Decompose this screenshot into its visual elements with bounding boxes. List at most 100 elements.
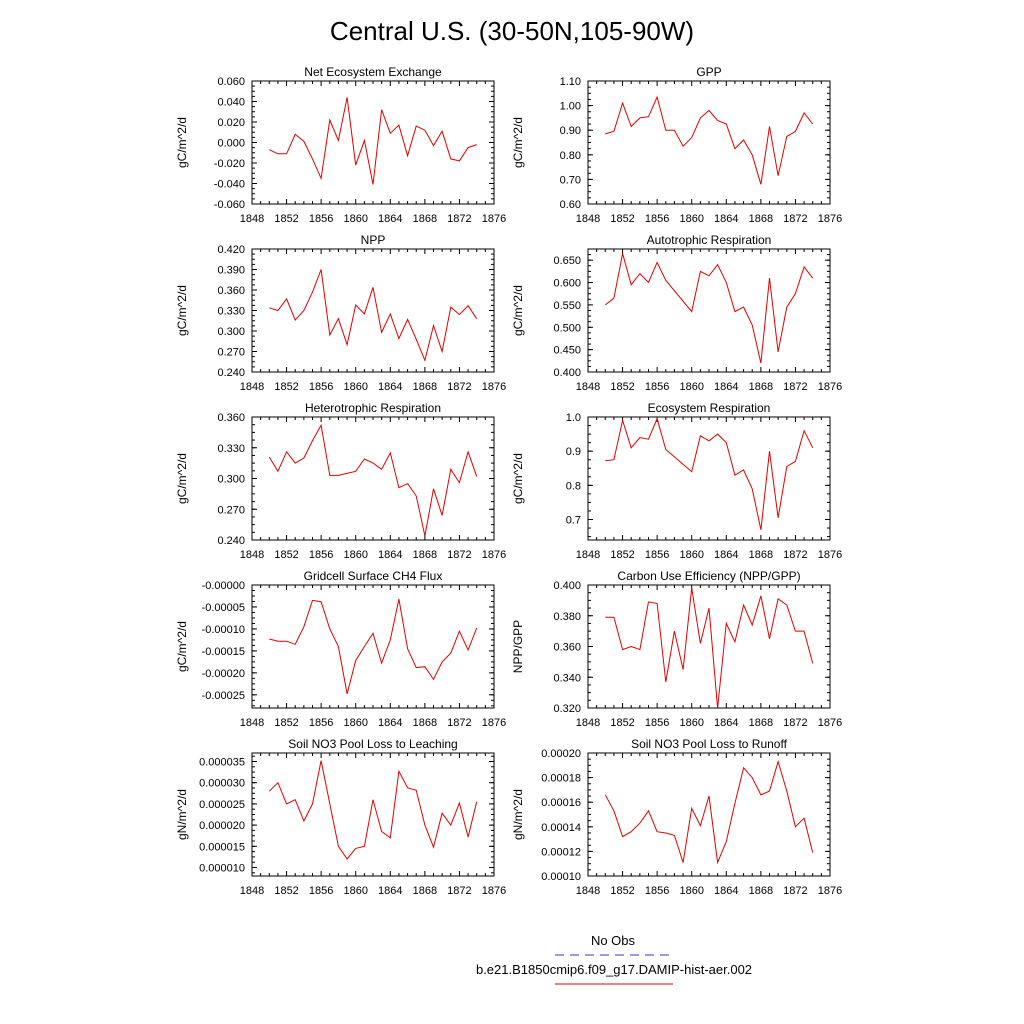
x-tick-label: 1860 <box>679 381 703 393</box>
x-tick-label: 1872 <box>447 549 471 561</box>
x-tick-label: 1876 <box>482 717 506 729</box>
y-tick-label: 0.00014 <box>541 822 581 834</box>
y-tick-label: 0.00012 <box>541 846 581 858</box>
x-tick-label: 1848 <box>240 549 264 561</box>
x-tick-label: 1852 <box>274 885 298 897</box>
y-tick-label: 0.390 <box>217 265 245 277</box>
x-tick-label: 1856 <box>645 213 669 225</box>
x-tick-label: 1860 <box>343 549 367 561</box>
y-tick-label: 0.90 <box>560 125 581 137</box>
y-tick-label: -0.00015 <box>202 646 245 658</box>
panel-title: Gridcell Surface CH4 Flux <box>304 569 443 583</box>
y-tick-label: 0.300 <box>217 474 245 486</box>
x-tick-label: 1856 <box>645 381 669 393</box>
y-tick-label: -0.00020 <box>202 668 245 680</box>
x-tick-label: 1876 <box>818 549 842 561</box>
y-tick-label: 0.060 <box>217 76 245 88</box>
series-line <box>269 269 478 363</box>
x-tick-label: 1872 <box>783 717 807 729</box>
panel-title: NPP <box>361 233 386 247</box>
y-tick-label: -0.020 <box>214 158 245 170</box>
y-axis-label: gC/m^2/d <box>175 285 189 336</box>
x-tick-label: 1868 <box>749 549 773 561</box>
y-axis-label: gC/m^2/d <box>511 285 525 336</box>
panel-title: Ecosystem Respiration <box>648 401 771 415</box>
x-tick-label: 1860 <box>679 717 703 729</box>
x-tick-label: 1864 <box>378 717 402 729</box>
y-tick-label: 0.00020 <box>541 748 581 760</box>
x-tick-label: 1852 <box>610 717 634 729</box>
y-tick-label: -0.060 <box>214 199 245 211</box>
y-tick-label: -0.040 <box>214 179 245 191</box>
x-tick-label: 1856 <box>309 381 333 393</box>
x-tick-label: 1872 <box>783 885 807 897</box>
x-tick-label: 1868 <box>749 885 773 897</box>
x-tick-label: 1860 <box>343 717 367 729</box>
series-line <box>268 423 478 537</box>
x-tick-label: 1848 <box>240 381 264 393</box>
x-tick-label: 1848 <box>576 213 600 225</box>
x-tick-label: 1856 <box>645 717 669 729</box>
x-tick-label: 1868 <box>749 717 773 729</box>
y-tick-label: 0.420 <box>217 244 245 256</box>
x-tick-label: 1872 <box>783 549 807 561</box>
y-tick-label: 0.500 <box>553 322 581 334</box>
x-tick-label: 1868 <box>413 717 437 729</box>
x-tick-label: 1860 <box>343 381 367 393</box>
y-tick-label: 0.8 <box>566 480 581 492</box>
x-tick-label: 1848 <box>576 717 600 729</box>
panel-8: Carbon Use Efficiency (NPP/GPP) 1848 1852 1… <box>511 569 842 729</box>
x-tick-label: 1872 <box>447 717 471 729</box>
y-tick-label: 0.450 <box>553 345 581 357</box>
x-tick-label: 1860 <box>343 885 367 897</box>
panel-4: Autotrophic Respiration 1848 1852 1856 1860 1… <box>511 233 842 393</box>
x-tick-label: 1864 <box>714 213 738 225</box>
y-axis-label: NPP/GPP <box>511 620 525 673</box>
x-tick-label: 1852 <box>610 213 634 225</box>
y-tick-label: 0.270 <box>217 347 245 359</box>
y-tick-label: 0.00018 <box>541 773 581 785</box>
y-tick-label: 0.340 <box>553 672 581 684</box>
panel-2: GPP 1848 1852 1856 1860 1864 1868 1872 1876 0.60 0… <box>511 65 842 225</box>
y-axis-label: gN/m^2/d <box>511 789 525 840</box>
y-axis-label: gC/m^2/d <box>511 117 525 168</box>
x-tick-label: 1868 <box>749 213 773 225</box>
y-tick-label: 0.000035 <box>199 756 245 768</box>
y-tick-label: 0.360 <box>553 642 581 654</box>
x-tick-label: 1852 <box>274 549 298 561</box>
y-axis-label: gN/m^2/d <box>175 789 189 840</box>
plot-frame <box>251 416 495 541</box>
y-tick-label: 1.10 <box>560 76 581 88</box>
y-tick-label: 0.400 <box>553 367 581 379</box>
x-tick-label: 1864 <box>378 381 402 393</box>
y-tick-label: 0.360 <box>217 285 245 297</box>
x-tick-label: 1856 <box>645 885 669 897</box>
x-tick-label: 1868 <box>413 885 437 897</box>
x-tick-label: 1864 <box>378 549 402 561</box>
y-tick-label: 0.000010 <box>199 863 245 875</box>
x-tick-label: 1872 <box>447 213 471 225</box>
y-tick-label: 0.000 <box>217 138 245 150</box>
series-line <box>604 759 814 865</box>
y-tick-label: 0.70 <box>560 174 581 186</box>
y-tick-label: 0.360 <box>217 412 245 424</box>
x-tick-label: 1864 <box>378 213 402 225</box>
y-tick-label: 0.270 <box>217 504 245 516</box>
plot-frame <box>251 80 495 205</box>
y-tick-label: 0.240 <box>217 367 245 379</box>
panel-title: Net Ecosystem Exchange <box>304 65 442 79</box>
x-tick-label: 1860 <box>679 549 703 561</box>
plot-frame <box>251 584 495 709</box>
x-tick-label: 1876 <box>818 717 842 729</box>
y-tick-label: -0.00025 <box>202 690 245 702</box>
x-tick-label: 1876 <box>482 549 506 561</box>
panel-9: Soil NO3 Pool Loss to Leaching 1848 1852 18… <box>175 737 506 897</box>
x-tick-label: 1872 <box>447 381 471 393</box>
series-line <box>269 598 478 695</box>
y-axis-label: gC/m^2/d <box>175 117 189 168</box>
x-tick-label: 1864 <box>714 549 738 561</box>
x-tick-label: 1872 <box>783 213 807 225</box>
x-tick-label: 1864 <box>714 381 738 393</box>
y-tick-label: 1.0 <box>566 412 581 424</box>
